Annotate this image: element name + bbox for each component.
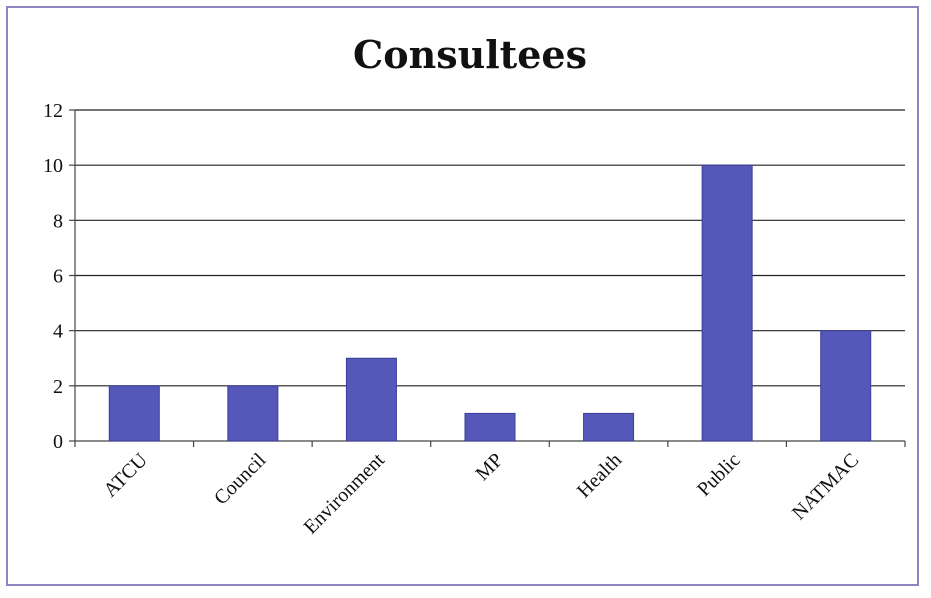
x-tick-label: MP <box>472 449 508 485</box>
y-tick-label: 0 <box>53 431 63 453</box>
x-tick-label: Environment <box>300 449 390 539</box>
chart-frame <box>6 6 919 586</box>
y-tick-label: 8 <box>53 210 63 232</box>
bar-environment <box>345 357 397 442</box>
y-tick-label: 12 <box>43 100 63 122</box>
gridlines <box>75 109 905 387</box>
bar-public <box>701 164 753 442</box>
y-tick-labels: 0 2 4 6 8 10 12 <box>43 100 63 453</box>
y-tick-label: 2 <box>53 376 63 398</box>
bar-natmac <box>820 330 872 442</box>
x-tick-labels: ATCU Council Environment MP Health Public NATM… <box>99 449 863 539</box>
bars <box>108 164 872 442</box>
bar-health <box>583 412 635 442</box>
x-tick-label: NATMAC <box>788 449 863 524</box>
axes <box>69 109 906 447</box>
y-tick-label: 10 <box>43 155 63 177</box>
x-tick-label: Health <box>573 449 626 502</box>
chart-title: Consultees <box>353 32 587 77</box>
bar-mp <box>464 412 516 442</box>
x-tick-label: Council <box>210 449 271 510</box>
bar-council <box>227 385 279 442</box>
y-tick-label: 6 <box>53 266 63 288</box>
x-tick-label: Public <box>693 449 745 501</box>
x-tick-label: ATCU <box>99 449 152 502</box>
bar-atcu <box>108 385 160 442</box>
y-tick-label: 4 <box>53 321 63 343</box>
